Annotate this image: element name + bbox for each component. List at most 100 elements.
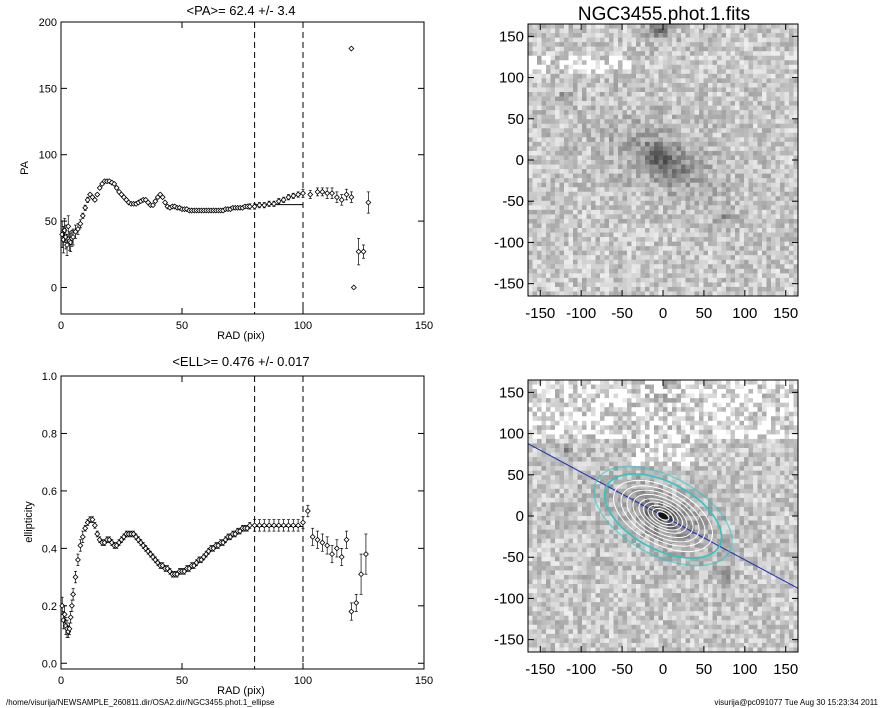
galaxy-image-panel: NGC3455.phot.1.fits -150 -100 -50 0 50 100 150… xyxy=(494,4,799,322)
isophote-ellipse xyxy=(638,498,688,534)
isophote-ellipse xyxy=(603,473,723,559)
pa-plot-area: 0 50 100 150 0 50 100 150 200 xyxy=(39,17,434,332)
ell-ylabel: ellipticity xyxy=(23,501,35,543)
data-point xyxy=(270,200,277,207)
image-x-tick-label: 150 xyxy=(773,305,798,322)
image-x-tick-label: 100 xyxy=(732,305,757,322)
data-point xyxy=(261,202,268,209)
data-point xyxy=(309,533,316,540)
image-x-tick-label: -150 xyxy=(525,305,555,322)
data-point xyxy=(59,602,66,609)
image-y-tick-label: 100 xyxy=(499,70,524,87)
image-x-tick-label: 0 xyxy=(659,661,667,678)
y-tick-label: 0.0 xyxy=(42,658,57,670)
image-y-tick-label: -100 xyxy=(494,590,524,607)
data-point xyxy=(89,516,96,523)
data-point xyxy=(348,194,355,201)
y-tick-label: 0.4 xyxy=(42,543,57,555)
data-point xyxy=(348,608,355,615)
data-point xyxy=(338,554,345,560)
data-point xyxy=(61,227,68,234)
data-point xyxy=(290,522,297,529)
data-point xyxy=(246,203,253,210)
data-point xyxy=(275,198,282,205)
data-point xyxy=(304,508,311,514)
data-point xyxy=(77,542,84,549)
data-point xyxy=(338,196,345,203)
data-point xyxy=(355,248,362,255)
ell-plot-area: 0 50 100 150 0.0 0.2 0.4 0.6 0.8 1.0 xyxy=(42,371,433,687)
image-x-tick-label: 50 xyxy=(696,661,713,678)
isophote-ellipse xyxy=(643,501,683,531)
data-point xyxy=(65,223,72,230)
x-tick-label: 50 xyxy=(176,675,188,687)
pa-chart-title: <PA>= 62.4 +/- 3.4 xyxy=(187,3,296,18)
data-point xyxy=(266,522,273,529)
image-x-tick-label: -50 xyxy=(611,305,633,322)
data-point xyxy=(152,198,159,205)
data-point xyxy=(246,522,253,529)
x-tick-label: 100 xyxy=(294,675,312,687)
y-tick-label: 1.0 xyxy=(42,371,57,383)
x-tick-label: 0 xyxy=(58,320,64,332)
data-point xyxy=(82,204,89,211)
data-point xyxy=(72,574,79,581)
pa-ylabel: PA xyxy=(19,160,31,175)
data-point xyxy=(70,234,77,240)
data-point xyxy=(358,571,365,578)
galaxy-core xyxy=(658,512,668,520)
data-point xyxy=(295,522,302,529)
data-point xyxy=(68,602,75,609)
image-y-tick-label: 50 xyxy=(507,467,524,484)
data-point xyxy=(261,522,268,529)
x-tick-label: 150 xyxy=(415,675,433,687)
data-point xyxy=(270,522,277,529)
isophote-image-axes: -150 -100 -50 0 50 100 150 -150 -100 -50 0 50 100 150 xyxy=(494,379,799,678)
data-point xyxy=(77,220,84,227)
image-x-tick-label: 50 xyxy=(696,305,713,322)
data-point xyxy=(256,202,263,209)
data-point xyxy=(266,200,273,207)
y-tick-label: 200 xyxy=(39,17,57,29)
data-point xyxy=(329,551,336,558)
ell-xlabel: RAD (pix) xyxy=(217,685,265,697)
image-y-tick-label: -50 xyxy=(502,193,524,210)
data-point xyxy=(319,188,326,195)
galaxy-image-axes: -150 -100 -50 0 50 100 150 -150 -100 -50 0 50 100 150 xyxy=(494,23,799,322)
image-y-tick-label: 150 xyxy=(499,384,524,401)
data-point xyxy=(285,194,292,201)
y-tick-label: 0 xyxy=(51,282,57,294)
data-point xyxy=(111,180,118,187)
data-point xyxy=(64,242,71,248)
image-y-tick-label: 0 xyxy=(516,508,524,525)
data-point xyxy=(319,539,326,546)
ell-chart: <ELL>= 0.476 +/- 0.017 0 50 100 150 0.0 0.2 0.… xyxy=(23,354,433,697)
y-tick-label: 0.2 xyxy=(42,601,57,613)
data-point xyxy=(67,614,74,621)
x-tick-label: 100 xyxy=(294,320,312,332)
image-x-tick-label: 0 xyxy=(659,305,667,322)
data-point xyxy=(91,522,98,529)
data-point xyxy=(96,184,103,191)
data-point xyxy=(329,190,336,197)
data-point xyxy=(333,194,340,201)
data-point xyxy=(280,522,287,529)
image-x-tick-label: -150 xyxy=(525,661,555,678)
data-point xyxy=(91,196,98,203)
isophote-ellipse xyxy=(620,485,706,547)
image-x-tick-label: -100 xyxy=(566,305,596,322)
x-tick-label: 0 xyxy=(58,675,64,687)
data-point xyxy=(348,45,355,52)
isophote-overlay xyxy=(528,443,798,589)
image-title: NGC3455.phot.1.fits xyxy=(578,4,750,25)
data-point xyxy=(94,191,101,198)
data-point xyxy=(290,192,297,199)
data-point xyxy=(333,545,340,552)
image-y-tick-label: -50 xyxy=(502,549,524,566)
data-point xyxy=(314,188,321,195)
isophote-ellipse xyxy=(613,479,713,553)
plot-frame xyxy=(60,21,425,315)
isophote-ellipse xyxy=(656,511,670,521)
data-point xyxy=(256,522,263,529)
isophote-ellipse xyxy=(593,465,733,567)
